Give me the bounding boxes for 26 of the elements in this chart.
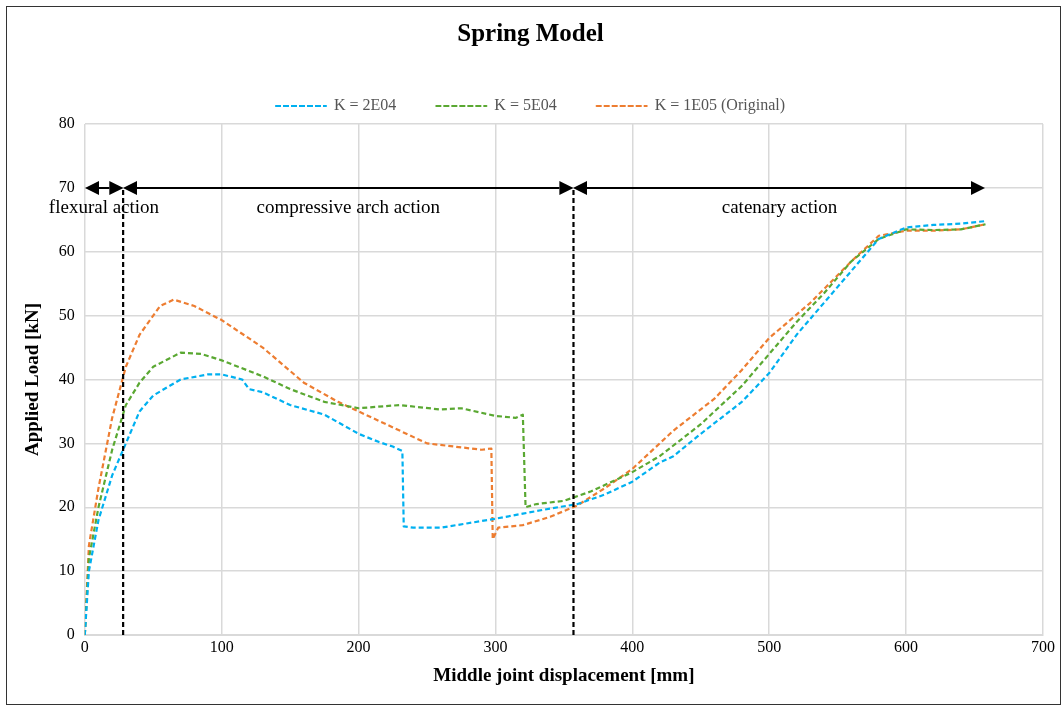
chart-title: Spring Model xyxy=(457,19,604,47)
y-tick-label: 0 xyxy=(66,625,75,643)
annotation: compressive arch action xyxy=(256,196,441,218)
x-tick-label: 400 xyxy=(620,637,645,655)
annotation: flexural action xyxy=(48,196,160,218)
x-axis-title: Middle joint displacement [mm] xyxy=(433,663,695,685)
y-tick-label: 40 xyxy=(58,369,75,387)
y-tick-label: 10 xyxy=(58,561,75,579)
y-tick-label: 80 xyxy=(58,114,75,132)
x-tick-label: 100 xyxy=(209,637,234,655)
legend-label: K = 5E04 xyxy=(494,96,557,114)
y-tick-label: 30 xyxy=(58,433,75,451)
y-axis-title: Applied Load [kN] xyxy=(21,302,43,457)
legend-label: K = 2E04 xyxy=(333,96,397,114)
annotation: catenary action xyxy=(721,196,838,218)
x-tick-label: 200 xyxy=(346,637,371,655)
legend-label: K = 1E05 (Original) xyxy=(654,96,786,115)
y-tick-label: 20 xyxy=(58,497,75,515)
y-tick-label: 60 xyxy=(58,241,75,259)
x-tick-label: 300 xyxy=(483,637,508,655)
x-tick-label: 500 xyxy=(757,637,782,655)
x-tick-label: 0 xyxy=(80,637,89,655)
x-tick-label: 600 xyxy=(894,637,919,655)
x-tick-label: 700 xyxy=(1031,637,1055,655)
y-tick-label: 50 xyxy=(58,305,75,323)
y-tick-label: 70 xyxy=(58,178,75,196)
